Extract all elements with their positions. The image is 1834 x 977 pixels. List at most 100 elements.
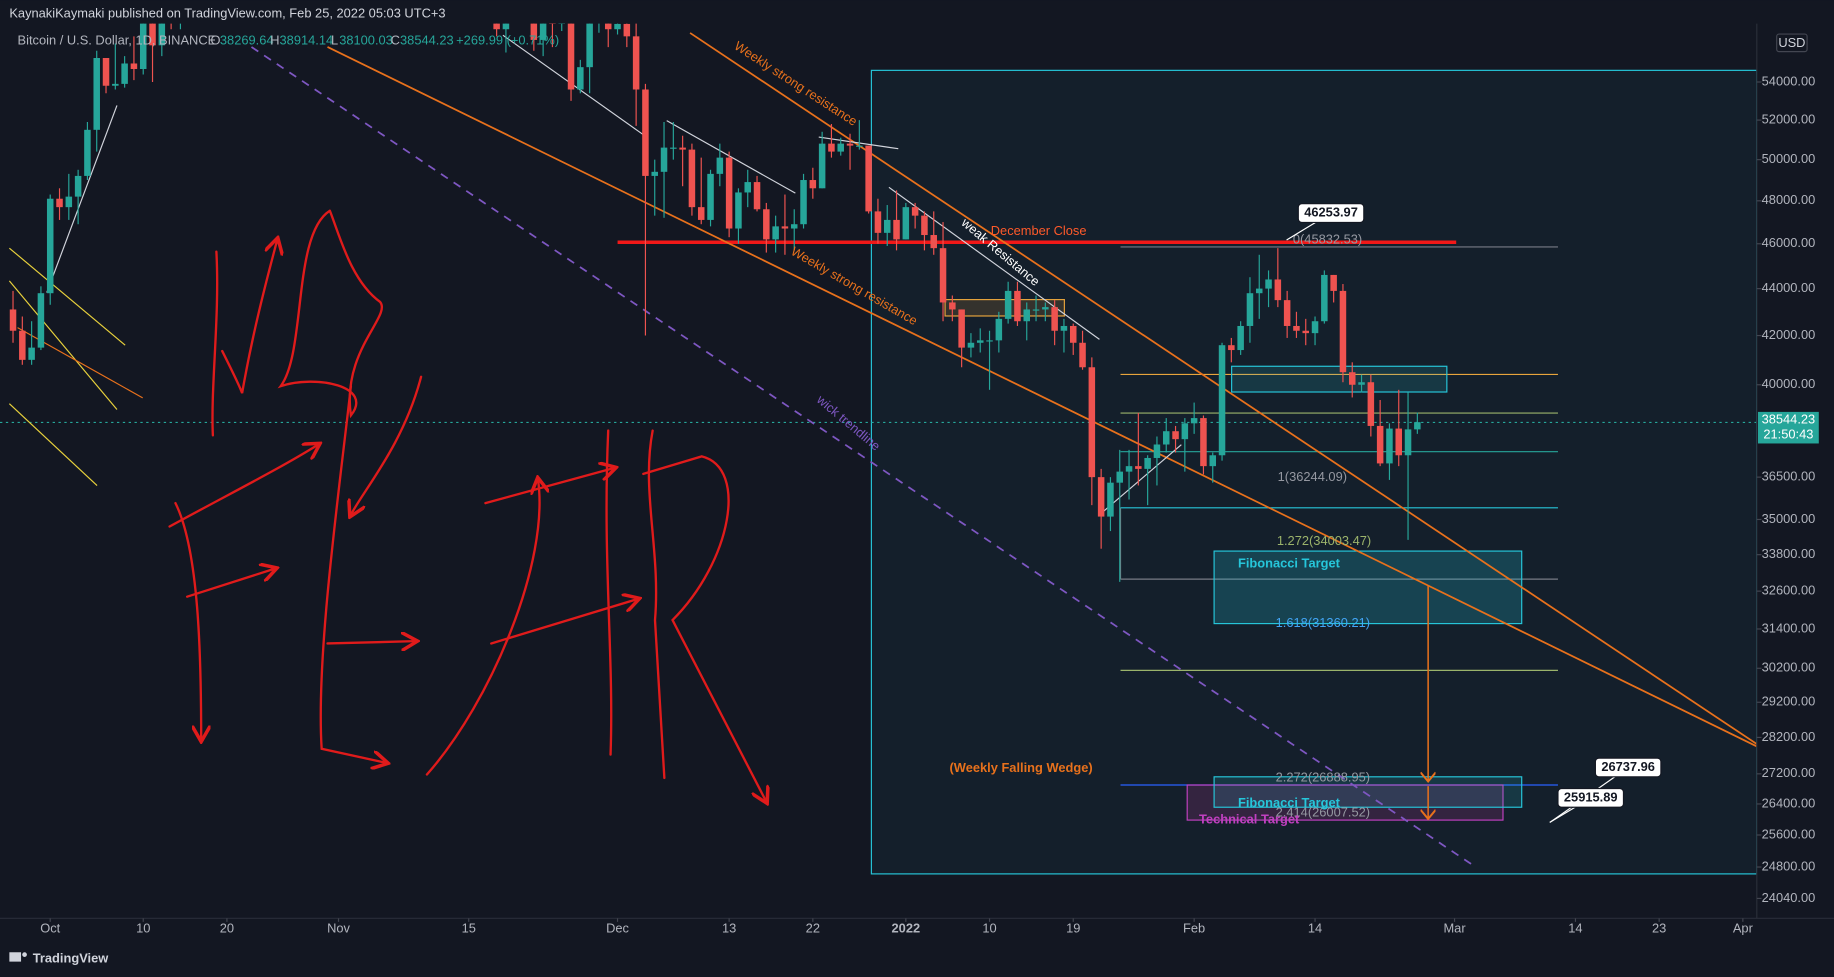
annotation: 2.414(26007.52) [1276,804,1370,819]
candle-body [995,318,1003,341]
candle-body [623,23,631,37]
candle-body [976,340,984,343]
candle-body [800,180,807,225]
y-tick-label: 54000.00 [1762,73,1816,88]
x-tick-label: 10 [982,920,996,935]
resistance-line [327,46,1757,748]
candle-body [986,340,993,342]
y-tick-label: 40000.00 [1762,376,1816,391]
ohlc-label: H [270,33,279,48]
candle-body [688,149,696,208]
candle-body [921,215,928,236]
y-tick-label: 35000.00 [1762,511,1816,526]
callout-box [1594,757,1662,778]
candle-body [735,192,742,229]
last-price-box [1757,411,1819,444]
candle-body [74,175,82,197]
candle-body [809,180,817,189]
candle-body [549,23,556,24]
candle-body [1116,471,1123,483]
technical-box [1186,784,1504,821]
candle-body [1088,367,1096,478]
annotation: (Weekly Falling Wedge) [950,760,1093,775]
y-tick-label: 46000.00 [1762,235,1816,250]
candles [9,23,1421,582]
candle-body [1367,382,1375,426]
x-tick-label: 2022 [892,920,921,935]
candle-body [84,129,91,176]
ohlc-value: 38544.23 [400,33,454,48]
candle-body [1060,325,1068,331]
candle-body [1069,325,1077,343]
candle-body [1339,290,1347,373]
last-price: 38544.23 [1762,411,1816,426]
candle-body [614,23,621,30]
change: +269.99 (+0.71%) [456,33,559,48]
candle-body [707,173,714,220]
candle-body [93,57,100,130]
candle-body [9,309,17,331]
candle-body [28,347,35,360]
annotation: 25915.89 [1564,789,1618,804]
hand-drawing [168,209,767,802]
y-tick-label: 36500.00 [1762,469,1816,484]
x-tick-label: 14 [1308,920,1322,935]
candle-body [818,143,826,189]
y-tick-label: 50000.00 [1762,151,1816,166]
candle-body [1209,455,1216,467]
candle-body [1079,342,1086,368]
candle-body [577,67,584,90]
annotation: Technical Target [1199,811,1300,826]
candle-body [530,23,538,40]
candle-body [679,147,686,150]
candle-body [139,23,147,70]
candle-body [1321,274,1328,322]
ohlc-label: C [391,33,400,48]
candle-body [837,143,844,152]
annotation: 1.272(34003.47) [1277,533,1371,548]
y-tick-label: 26400.00 [1762,795,1816,810]
candle-body [1004,290,1012,319]
candle-body [1144,457,1151,469]
candle-body [651,171,658,176]
currency-box[interactable] [1776,33,1808,53]
currency[interactable]: USD [1778,35,1805,50]
candle-body [56,198,63,208]
candle-body [1311,321,1319,334]
y-tick-label: 25600.00 [1762,826,1816,841]
candle-body [1042,307,1049,310]
candle-body [893,219,900,240]
candle-body [1237,325,1244,351]
x-tick-label: 10 [136,920,150,935]
candle-body [149,23,156,46]
candle-body [1135,466,1142,469]
candle-body [865,145,872,212]
y-tick-label: 48000.00 [1762,192,1816,207]
candle-body [1032,309,1040,311]
candle-body [1414,422,1421,430]
x-tick-label: Mar [1443,920,1466,935]
target-box [1213,550,1523,625]
y-tick-label: 27200.00 [1762,765,1816,780]
annotation: 2.272(26888.95) [1276,769,1370,784]
annotation: Fibonacci Target [1238,795,1341,810]
callout-box [1297,203,1365,223]
candle-body [121,63,128,84]
x-tick-label: 20 [220,920,234,935]
candle-body [1097,477,1105,517]
candle-body [1348,372,1356,385]
publisher: KaynakiKaymaki published on TradingView.… [9,6,445,21]
annotation: December Close [991,223,1087,238]
callout-box [1557,787,1625,808]
candle-body [1218,345,1226,456]
candle-body [632,36,640,90]
candle-body [772,226,779,240]
candle-body [1181,423,1189,440]
candle-body [1051,307,1058,331]
candle-body [967,342,975,348]
candle-body [493,23,500,30]
candle-body [1395,428,1403,456]
candle-body [660,147,668,172]
candle-body [642,89,649,176]
